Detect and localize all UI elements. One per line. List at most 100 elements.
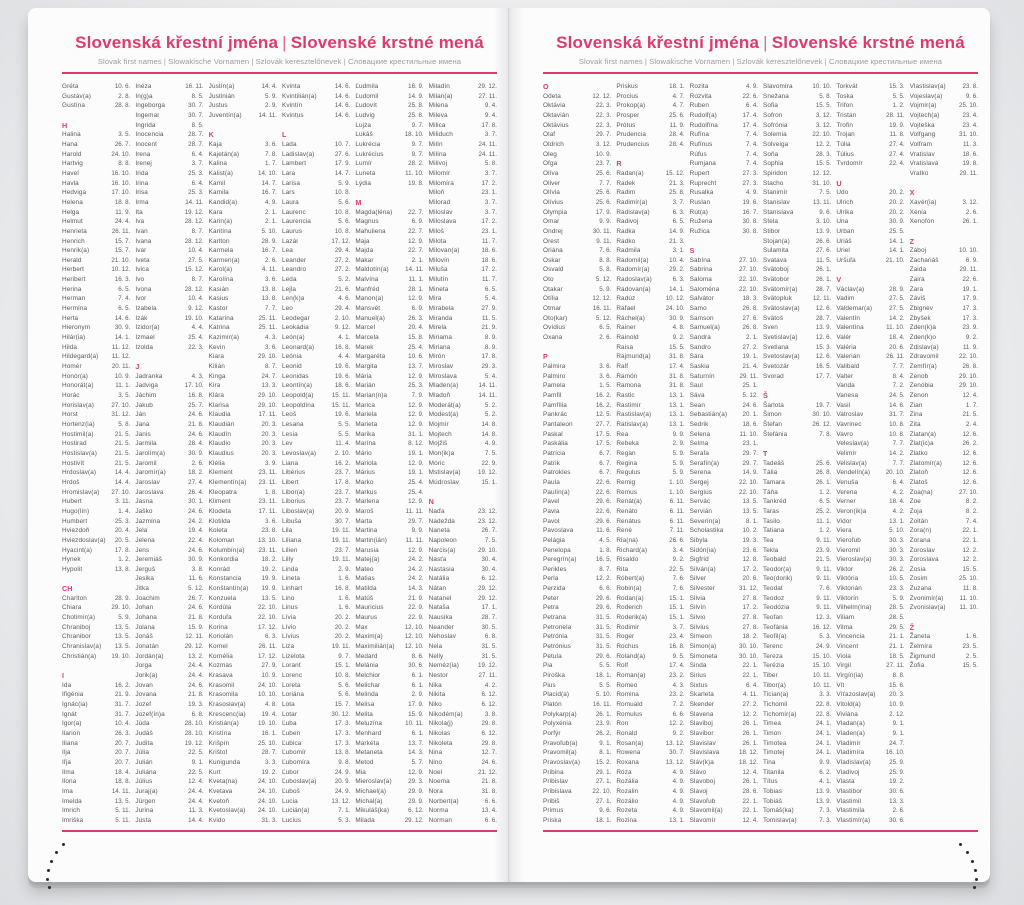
name-day-entry: Mirabela 27. 9. [428,305,497,313]
name-day-entry: Zvonislav(a) 11. 10. [909,604,978,612]
name-day-entry: Marieta 12. 9. [355,420,424,428]
header-rule [543,72,978,74]
name-day-entry: Roderik(a) 15. 1. [616,614,685,622]
name-day-entry: Milota 11. 7. [428,237,497,245]
name-day-entry: Christián(a) 19. 10. [62,652,131,660]
name-day-entry: Rupert 27. 3. [689,169,758,177]
name-column: Slavomíra 10. 10. Snežana 5. 8. Sofia 15. 5. S… [763,82,831,828]
name-day-entry: Teofan 12. 3. [762,614,832,622]
name-day-entry: Stojan(a) 26. 6. [762,237,832,245]
name-day-entry: Platón 16. 11. [543,701,612,708]
name-day-entry: Rochus 16. 8. [616,643,685,651]
name-day-entry: Kordúla 22. 10. [208,604,277,612]
name-day-entry: Miroslav 29. 3. [428,363,497,371]
name-day-entry: Sidón(ia) 23. 6. [689,546,758,554]
name-day-entry: Mladoň 14. 11. [428,392,497,399]
name-day-entry: Karolína 3. 6. [208,276,277,284]
name-day-entry: Prótus 11. 9. [616,121,685,129]
name-day-entry: Hugo(lín) 1. 4. [62,507,131,515]
name-day-entry: Liana 16. 2. [281,459,351,467]
name-day-entry: Scholastika 10. 2. [689,527,758,535]
name-day-entry: Olívius 25. 6. [543,198,612,206]
name-day-entry: Lineta 1. 6. [281,575,351,583]
name-day-entry: Vieromil 30. 3. [836,546,905,554]
name-day-entry: Rajmund(a) 31. 8. [616,353,685,361]
name-day-entry: Verena 4. 2. [836,488,905,496]
section-letter: CH [62,584,73,594]
name-day-entry: Metod 5. 7. [355,758,424,766]
name-day-entry: Ivo 8. 7. [135,276,204,284]
name-day-entry: Marcela 15. 8. [355,334,424,342]
name-day-entry: Lilien 23. 7. [281,546,351,554]
name-day-entry: Terézia 15. 10. [762,662,832,670]
name-day-entry: Jozef 19. 3. [135,701,204,708]
name-day-entry: Miloslav 3. 7. [428,208,497,216]
name-day-entry: Valdemar(a) 27. 5. [836,305,905,313]
name-day-entry: Klement 23. 11. [208,469,277,477]
blank-row [910,179,978,189]
name-day-entry: Mahuliena 22. 7. [355,227,424,235]
name-day-entry: Placid(a) 5. 10. [543,691,612,699]
name-day-entry: Kalina 1. 7. [208,160,277,168]
name-day-entry: Rainer 4. 8. [616,324,685,332]
name-day-entry: Jela 19. 4. [135,527,204,535]
name-day-entry: Neander 30. 5. [428,623,497,631]
name-day-entry: Mária 12. 9. [355,372,424,380]
name-day-entry: In(g)a 8. 5. [135,92,204,100]
name-day-entry: Miloň 23. 1. [428,189,497,197]
name-day-entry: Lorant 15. 1. [281,662,351,670]
name-day-entry: Zenob 29. 10. [909,372,978,380]
name-day-entry: Mansvét 6. 9. [355,305,424,313]
name-day-entry: Oskar 8. 8. [543,256,612,264]
name-day-entry: Ifigénia 21. 9. [62,691,131,699]
name-day-entry: Svätoš 28. 7. [762,314,832,322]
name-day-entry: Maroš 11. 11. [355,507,424,515]
name-day-entry: Heribert 16. 3. [62,276,131,284]
name-day-entry: Hostivít 21. 5. [62,459,131,467]
name-day-entry: Trofin 19. 9. [836,121,905,129]
name-day-entry: Venuša 6. 4. [836,478,905,486]
name-day-entry: Rozita 4. 9. [689,83,758,90]
name-day-entry: Levoslav(a) 2. 10. [281,449,351,457]
name-day-entry: Kvetoslav(a) 24. 10. [208,807,277,815]
name-day-entry: Rodan(a) 15. 1. [616,594,685,602]
name-day-entry: Marko 25. 4. [355,478,424,486]
name-day-entry: Krasoslav(a) 4. 8. [208,701,277,708]
name-day-entry: Toska 5. 5. [836,92,905,100]
name-day-entry: Miroslava 5. 4. [428,372,497,380]
name-day-entry: Rúfus 7. 4. [689,150,758,158]
name-day-entry: Lorenc 10. 8. [281,672,351,680]
name-day-entry: Rozeta 4. 9. [616,807,685,815]
name-day-entry: Pavol 29. 6. [543,517,612,525]
name-day-entry: Penelopa 1. 8. [543,546,612,554]
name-day-entry: Tvrdomír 22. 4. [836,160,905,168]
name-day-entry: Horác 3. 5. [62,392,131,399]
name-day-entry: Slavoj 28. 6. [689,787,758,795]
name-day-entry: Milutín 11. 7. [428,276,497,284]
name-day-entry: Stela 3. 10. [762,218,832,226]
name-day-entry: Regulus 5. 9. [616,469,685,477]
name-day-entry: Svetoslav(a) 12. 6. [762,353,832,361]
name-day-entry: Hieronym 30. 9. [62,324,131,332]
name-day-entry: Torkvát 15. 3. [836,83,905,90]
name-day-entry: Koloman 13. 10. [208,536,277,544]
section-letter: X [909,188,915,198]
name-day-entry: Martin(ián) 11. 11. [355,536,424,544]
name-day-entry: Henrieta 26. 11. [62,227,131,235]
name-day-entry: Modest(a) 5. 2. [428,411,497,419]
name-day-entry: Judita 19. 12. [135,739,204,747]
name-day-entry: Zina 21. 5. [909,411,978,419]
name-day-entry: Stibor 13. 9. [762,227,832,235]
name-day-entry: Herman 7. 4. [62,295,131,303]
name-day-entry: Saloma 22. 10. [689,276,758,284]
name-day-entry: Jarolím(a) 30. 9. [135,449,204,457]
name-day-entry: Jozef(ín)a 6. 8. [135,710,204,718]
blank-row [209,121,277,131]
name-day-entry: Rebeka 2. 9. [616,440,685,448]
name-column: Inéza 16. 11. In(g)a 8. 5. Ingeborga 30. 7. In… [135,82,203,828]
name-day-entry: Krasava 10. 9. [208,672,277,680]
section-letter: K [208,130,214,140]
name-day-entry: Zden(k)a 23. 9. [909,324,978,332]
name-day-entry: Ignát 31. 7. [62,710,131,718]
name-day-entry: Lota 15. 7. [281,701,351,708]
